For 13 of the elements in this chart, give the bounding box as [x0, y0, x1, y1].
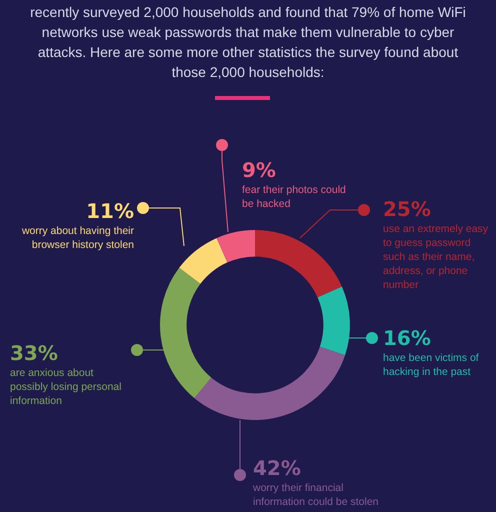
data-label: 33% — [10, 340, 59, 366]
chart-title: recently surveyed 2,000 households and found that 79% of home WiFi networks use weak passwords that make them vulnerable to cyber attacks. Here are some more other statistics the survey found about those 2,000 households: — [29, 3, 467, 82]
slice-label: use an extremely easy to guess password such as their name, address, or phone number — [383, 222, 490, 292]
slice-label: fear their photos could be hacked — [242, 183, 347, 211]
data-label: 11% — [85, 198, 134, 224]
data-label: 25% — [383, 196, 432, 222]
data-label: 16% — [383, 325, 432, 351]
data-label: 42% — [253, 455, 302, 481]
slice-label: have been victims of hacking in the past — [383, 351, 480, 379]
legend-label: worry about having their browser history stolen — [20, 224, 134, 252]
slice-label: are anxious about possibly losing personal information — [10, 366, 122, 408]
data-label: 9% — [242, 157, 277, 183]
slice-label: worry their financial information could be stolen — [253, 481, 380, 509]
